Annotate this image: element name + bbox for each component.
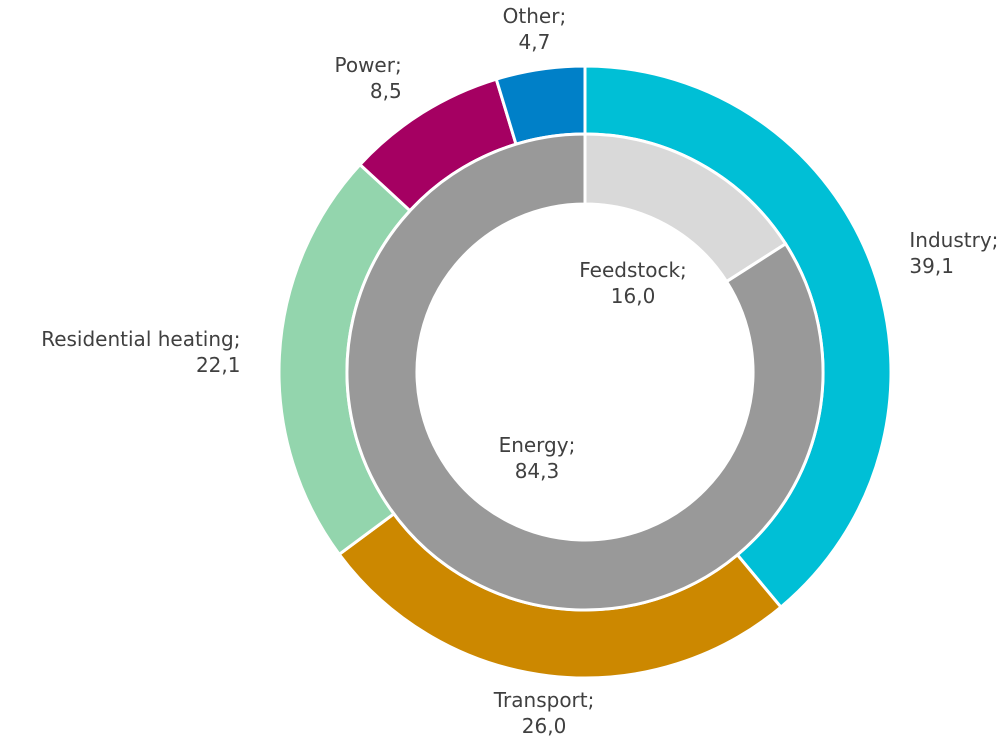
slice-value-label: 8,5 [370,79,402,103]
slice-label: Industry; [909,228,998,252]
slice-label: Energy; [499,433,576,457]
slice-label: Feedstock; [579,258,687,282]
slice-value-label: 84,3 [515,459,560,483]
slice-label: Transport; [493,688,595,712]
slice-label: Power; [334,53,401,77]
slice-label: Residential heating; [41,327,240,351]
slice-value-label: 16,0 [611,284,656,308]
slice-value-label: 39,1 [909,254,954,278]
slice-value-label: 22,1 [196,353,241,377]
slice-label: Other; [503,4,567,28]
slice-value-label: 4,7 [519,30,551,54]
donut-slice [345,132,825,612]
slice-value-label: 26,0 [522,714,567,738]
